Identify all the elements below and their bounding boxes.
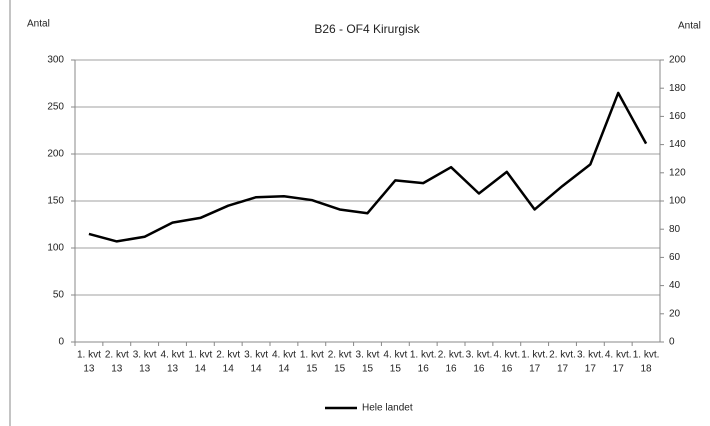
y2-tick-label: 20 [669,308,681,319]
x-tick-label: 13 [83,364,95,375]
x-tick-label: 18 [641,364,653,375]
x-tick-label: 3. kvt. [466,350,493,361]
y2-tick-label: 0 [669,337,675,348]
x-tick-label: 1. kvt. [633,350,660,361]
x-tick-label: 4. kvt [272,350,296,361]
x-tick-label: 15 [306,364,318,375]
series-line [88,91,648,243]
x-tick-label: 14 [278,364,290,375]
x-tick-label: 13 [167,364,179,375]
y-tick-label: 300 [47,55,64,66]
x-tick-label: 3. kvt [133,350,157,361]
y2-tick-label: 60 [669,252,681,263]
x-tick-label: 1. kvt. [410,350,437,361]
y2-tick-label: 160 [669,111,686,122]
x-tick-label: 14 [195,364,207,375]
x-tick-label: 1. kvt. [521,350,548,361]
x-tick-label: 13 [111,364,123,375]
x-tick-label: 15 [390,364,402,375]
y2-tick-label: 40 [669,280,681,291]
x-tick-label: 3. kvt [356,350,380,361]
x-tick-label: 17 [613,364,625,375]
x-tick-label: 4. kvt [161,350,185,361]
y-tick-label: 250 [47,102,64,113]
x-tick-label: 17 [557,364,569,375]
y-tick-label: 50 [53,290,65,301]
x-tick-label: 3. kvt [244,350,268,361]
y2-tick-label: 120 [669,167,686,178]
x-tick-label: 17 [585,364,597,375]
y-tick-label: 150 [47,196,64,207]
y2-tick-label: 200 [669,55,686,66]
y2-tick-label: 100 [669,196,686,207]
x-tick-label: 2. kvt. [549,350,576,361]
x-tick-label: 2. kvt [216,350,240,361]
legend-label: Hele landet [362,403,413,414]
y-tick-label: 100 [47,243,64,254]
x-tick-label: 1. kvt [77,350,101,361]
x-tick-label: 13 [139,364,151,375]
x-tick-label: 3. kvt. [577,350,604,361]
x-tick-label: 17 [529,364,541,375]
x-tick-label: 4. kvt. [493,350,520,361]
y-tick-label: 0 [58,337,64,348]
x-tick-label: 2. kvt. [438,350,465,361]
y2-tick-label: 140 [669,139,686,150]
y2-tick-label: 80 [669,224,681,235]
y2-tick-label: 180 [669,83,686,94]
x-tick-label: 4. kvt. [605,350,632,361]
x-tick-label: 15 [334,364,346,375]
x-tick-label: 15 [362,364,374,375]
x-tick-label: 2. kvt [328,350,352,361]
x-tick-label: 16 [501,364,513,375]
chart-title: B26 - OF4 Kirurgisk [314,22,420,36]
x-tick-label: 4. kvt [383,350,407,361]
x-tick-label: 1. kvt [188,350,212,361]
x-tick-label: 2. kvt [105,350,129,361]
y2-axis-title: Antal [678,21,701,32]
y-tick-label: 200 [47,149,64,160]
x-tick-label: 16 [473,364,485,375]
x-tick-label: 1. kvt [300,350,324,361]
x-tick-label: 14 [223,364,235,375]
y-axis-title: Antal [27,19,50,30]
x-tick-label: 14 [251,364,263,375]
x-tick-label: 16 [446,364,458,375]
x-tick-label: 16 [418,364,430,375]
